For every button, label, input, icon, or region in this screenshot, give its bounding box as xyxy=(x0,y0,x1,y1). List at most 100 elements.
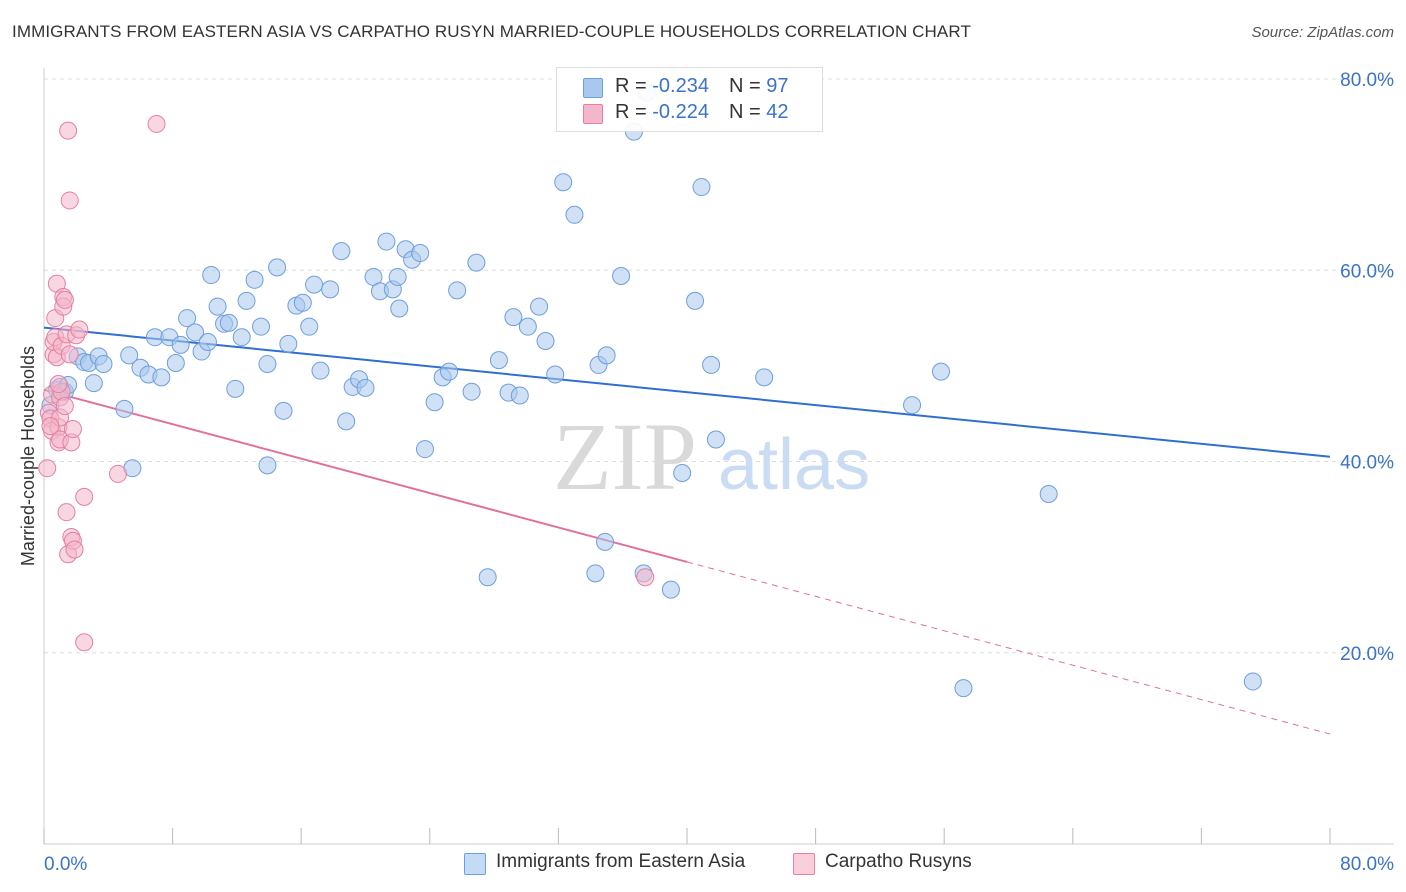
eastern-asia-point xyxy=(596,532,615,551)
eastern-asia-point xyxy=(692,178,711,197)
eastern-asia-point xyxy=(448,281,467,300)
eastern-asia-point xyxy=(252,317,271,336)
eastern-asia-point xyxy=(274,401,293,420)
carpatho-rusyn-point xyxy=(41,417,60,436)
eastern-asia-point xyxy=(530,297,549,316)
eastern-asia-point xyxy=(661,580,680,599)
legend-n-value: 97 xyxy=(766,75,789,97)
correlation-legend: R = -0.234 N = 97 R = -0.224 N = 42 xyxy=(556,67,823,132)
eastern-asia-point xyxy=(597,346,616,365)
legend-n-value: 42 xyxy=(766,101,789,123)
eastern-asia-point xyxy=(232,328,251,347)
trend-lines xyxy=(43,326,1331,735)
eastern-asia-point xyxy=(245,270,264,289)
eastern-asia-point xyxy=(332,242,351,261)
eastern-asia-point xyxy=(440,362,459,381)
carpatho-rusyn-point xyxy=(636,568,655,587)
eastern-asia-point xyxy=(903,396,922,415)
carpatho-rusyn-point xyxy=(108,464,127,483)
x-tick-label-min: 0.0% xyxy=(44,854,87,875)
carpatho-rusyn-point xyxy=(55,290,74,309)
eastern-asia-point xyxy=(565,205,584,224)
y-tick-label: 60.0% xyxy=(1340,261,1394,282)
eastern-asia-point xyxy=(467,253,486,272)
eastern-asia-point xyxy=(300,317,319,336)
eastern-asia-point xyxy=(489,351,508,370)
x-tick-marks xyxy=(43,828,1331,844)
series-label-eastern-asia: Immigrants from Eastern Asia xyxy=(496,851,746,872)
eastern-asia-point xyxy=(120,346,139,365)
eastern-asia-point xyxy=(311,361,330,380)
eastern-asia-point xyxy=(931,362,950,381)
eastern-asia-point xyxy=(1039,485,1058,504)
legend-r-value: -0.224 xyxy=(652,101,709,123)
y-tick-label: 20.0% xyxy=(1340,644,1394,665)
legend-r-value: -0.234 xyxy=(652,75,709,97)
eastern-asia-point xyxy=(268,258,287,277)
eastern-asia-point xyxy=(586,564,605,583)
y-tick-labels: 20.0% 40.0% 60.0% 80.0% xyxy=(1340,70,1394,665)
data-points xyxy=(38,83,1262,698)
eastern-asia-point xyxy=(321,280,340,299)
eastern-asia-point xyxy=(337,412,356,431)
series-swatch-blue xyxy=(464,853,486,875)
eastern-asia-point xyxy=(377,232,396,251)
eastern-asia-point xyxy=(462,382,481,401)
eastern-asia-point xyxy=(411,244,430,263)
eastern-asia-point xyxy=(686,291,705,310)
eastern-asia-point xyxy=(546,365,565,384)
eastern-asia-point xyxy=(1243,672,1262,691)
eastern-asia-point xyxy=(504,308,523,327)
chart-title: IMMIGRANTS FROM EASTERN ASIA VS CARPATHO… xyxy=(12,22,971,41)
legend-r-label: R = xyxy=(615,101,653,123)
axes xyxy=(43,68,1394,845)
eastern-asia-point xyxy=(356,378,375,397)
eastern-asia-point xyxy=(152,368,171,387)
eastern-asia-point xyxy=(219,313,238,332)
eastern-asia-point xyxy=(258,456,277,475)
eastern-asia-point xyxy=(186,323,205,342)
eastern-asia-point xyxy=(202,266,221,285)
series-label-carpatho-rusyns: Carpatho Rusyns xyxy=(825,851,972,872)
source-label: Source: ZipAtlas.com xyxy=(1251,24,1394,41)
carpatho-rusyn-point xyxy=(65,540,84,559)
carpatho-rusyn-point xyxy=(55,397,74,416)
legend-swatch-pink xyxy=(583,104,603,124)
eastern-asia-point xyxy=(178,309,197,328)
eastern-asia-point xyxy=(755,368,774,387)
eastern-asia-point xyxy=(415,440,434,459)
eastern-asia-point xyxy=(171,335,190,354)
eastern-asia-point xyxy=(237,291,256,310)
carpatho-rusyn-trend-extension xyxy=(686,561,1331,735)
eastern-asia-point xyxy=(518,317,537,336)
eastern-asia-point xyxy=(84,374,103,393)
eastern-asia-point xyxy=(478,568,497,587)
legend-swatch-blue xyxy=(583,78,603,98)
carpatho-rusyn-point xyxy=(60,345,79,364)
eastern-asia-trend-line xyxy=(43,326,1331,458)
watermark-zip: ZIP xyxy=(553,403,697,510)
eastern-asia-point xyxy=(673,463,692,482)
series-swatch-pink xyxy=(793,853,815,875)
y-tick-label: 40.0% xyxy=(1340,453,1394,474)
carpatho-rusyn-point xyxy=(147,114,166,133)
eastern-asia-point xyxy=(94,354,113,373)
carpatho-rusyn-point xyxy=(57,503,76,522)
legend-n-label: N = xyxy=(728,101,767,123)
x-tick-label-max: 80.0% xyxy=(1340,854,1394,875)
eastern-asia-point xyxy=(305,275,324,294)
carpatho-rusyn-point xyxy=(70,320,89,339)
eastern-asia-point xyxy=(706,430,725,449)
eastern-asia-point xyxy=(226,379,245,398)
eastern-asia-point xyxy=(702,355,721,374)
eastern-asia-point xyxy=(166,354,185,373)
carpatho-rusyn-point xyxy=(63,419,82,438)
carpatho-rusyn-point xyxy=(49,375,68,394)
y-tick-label: 80.0% xyxy=(1340,70,1394,91)
eastern-asia-point xyxy=(425,393,444,412)
eastern-asia-point xyxy=(554,173,573,192)
eastern-asia-point xyxy=(390,299,409,318)
eastern-asia-point xyxy=(510,386,529,405)
carpatho-rusyn-point xyxy=(60,191,79,210)
